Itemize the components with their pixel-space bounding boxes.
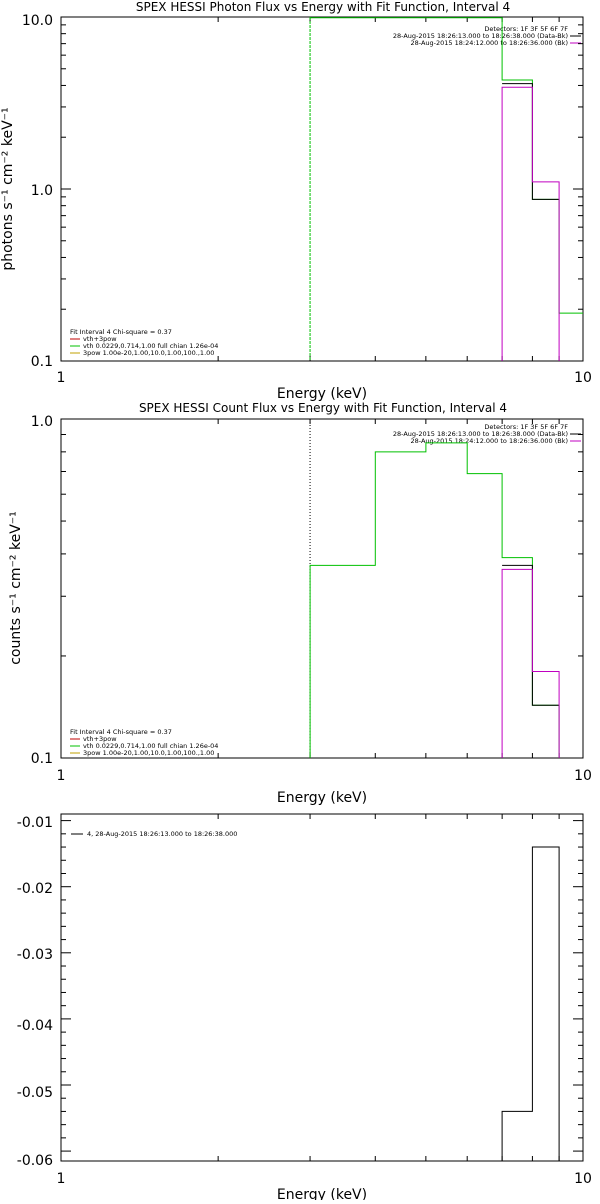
count-flux-legend-fit-interval: Fit Interval 4 Chi-square = 0.37 xyxy=(70,728,172,736)
photon-flux-title: SPEX HESSI Photon Flux vs Energy with Fi… xyxy=(136,0,510,14)
count-flux-series-1-line xyxy=(502,564,560,706)
residual-ytick-2: -0.03 xyxy=(17,947,53,963)
residual-legend-text: 4, 28-Aug-2015 18:26:13.000 to 18:26:38.… xyxy=(87,830,237,838)
photon-flux-series-0-line xyxy=(310,17,583,314)
count-flux-xlabel: Energy (keV) xyxy=(277,790,367,806)
photon-flux-ytick-2: 10.0 xyxy=(22,13,53,29)
photon-flux-panel: SPEX HESSI Photon Flux vs Energy with Fi… xyxy=(0,0,592,402)
photon-flux-xlabel: Energy (keV) xyxy=(277,386,367,402)
photon-flux-ylabel-text: photons s⁻¹ cm⁻² keV⁻¹ xyxy=(0,107,16,270)
count-flux-legend-vth: vth 0.0229,0.714,1.00 full chian 1.26e-0… xyxy=(83,742,218,750)
count-flux-ylabel-text: counts s⁻¹ cm⁻² keV⁻¹ xyxy=(8,511,24,665)
photon-flux-legend-detectors: Detectors: 1F 3F 5F 6F 7F xyxy=(484,25,568,33)
count-flux-series-2-line xyxy=(501,568,560,758)
count-flux-legend-bk-interval: 28-Aug-2015 18:24:12.000 to 18:26:36.000… xyxy=(411,437,568,445)
residual-ytick-0: -0.01 xyxy=(17,815,53,831)
residual-ytick-4: -0.05 xyxy=(17,1085,53,1101)
residual-ytick-5: -0.06 xyxy=(17,1153,53,1169)
residual-xlabel: Energy (keV) xyxy=(277,1187,367,1200)
photon-flux-legend-bk-interval: 28-Aug-2015 18:24:12.000 to 18:26:36.000… xyxy=(411,39,568,47)
photon-flux-ylabel: photons s⁻¹ cm⁻² keV⁻¹ xyxy=(0,107,16,270)
photon-flux-legend-vth3pow: vth+3pow xyxy=(83,335,117,343)
photon-flux-ytick-1: 1.0 xyxy=(31,183,53,199)
count-flux-legend-3pow: 3pow 1.00e-20,1.00,10.0,1.00,100.,1.00 xyxy=(83,749,214,757)
count-flux-ylabel: counts s⁻¹ cm⁻² keV⁻¹ xyxy=(8,511,24,665)
photon-flux-xtick-10: 10 xyxy=(574,370,592,386)
residual-axes-frame xyxy=(60,813,584,1162)
photon-flux-xtick-1: 1 xyxy=(57,370,66,386)
count-flux-legend-data-interval: 28-Aug-2015 18:26:13.000 to 18:26:38.000… xyxy=(393,430,568,438)
count-flux-title: SPEX HESSI Count Flux vs Energy with Fit… xyxy=(139,401,507,415)
count-flux-xtick-10: 10 xyxy=(574,768,592,784)
count-flux-legend-detectors: Detectors: 1F 3F 5F 6F 7F xyxy=(484,423,568,431)
residual-ytick-1: -0.02 xyxy=(17,881,53,897)
photon-flux-series-2-line xyxy=(501,86,560,361)
count-flux-ytick-1: 1.0 xyxy=(31,414,53,430)
residual-ytick-3: -0.04 xyxy=(17,1018,53,1034)
count-flux-axes-frame xyxy=(60,418,584,759)
photon-flux-ytick-0: 0.1 xyxy=(31,354,53,370)
plot-data-marks xyxy=(60,16,584,1161)
count-flux-legend-vth3pow: vth+3pow xyxy=(83,735,117,743)
photon-flux-legend-3pow: 3pow 1.00e-20,1.00,10.0,1.00,100.,1.00 xyxy=(83,349,214,357)
photon-flux-legend-data-interval: 28-Aug-2015 18:26:13.000 to 18:26:38.000… xyxy=(393,32,568,40)
residual-series-0-line xyxy=(501,846,560,1161)
photon-flux-legend-vth: vth 0.0229,0.714,1.00 full chian 1.26e-0… xyxy=(83,342,218,350)
photon-flux-legend-fit-interval: Fit Interval 4 Chi-square = 0.37 xyxy=(70,328,172,336)
photon-flux-axes-frame xyxy=(60,16,584,362)
count-flux-series-0-line xyxy=(309,442,560,758)
residual-panel: Energy (keV) 1 10 -0.01 -0.02 -0.03 -0.0… xyxy=(17,813,592,1203)
residual-xtick-1: 1 xyxy=(57,1171,66,1187)
count-flux-ytick-0: 0.1 xyxy=(31,751,53,767)
residual-xtick-10: 10 xyxy=(574,1171,592,1187)
count-flux-panel: SPEX HESSI Count Flux vs Energy with Fit… xyxy=(8,401,592,806)
count-flux-xtick-1: 1 xyxy=(57,768,66,784)
